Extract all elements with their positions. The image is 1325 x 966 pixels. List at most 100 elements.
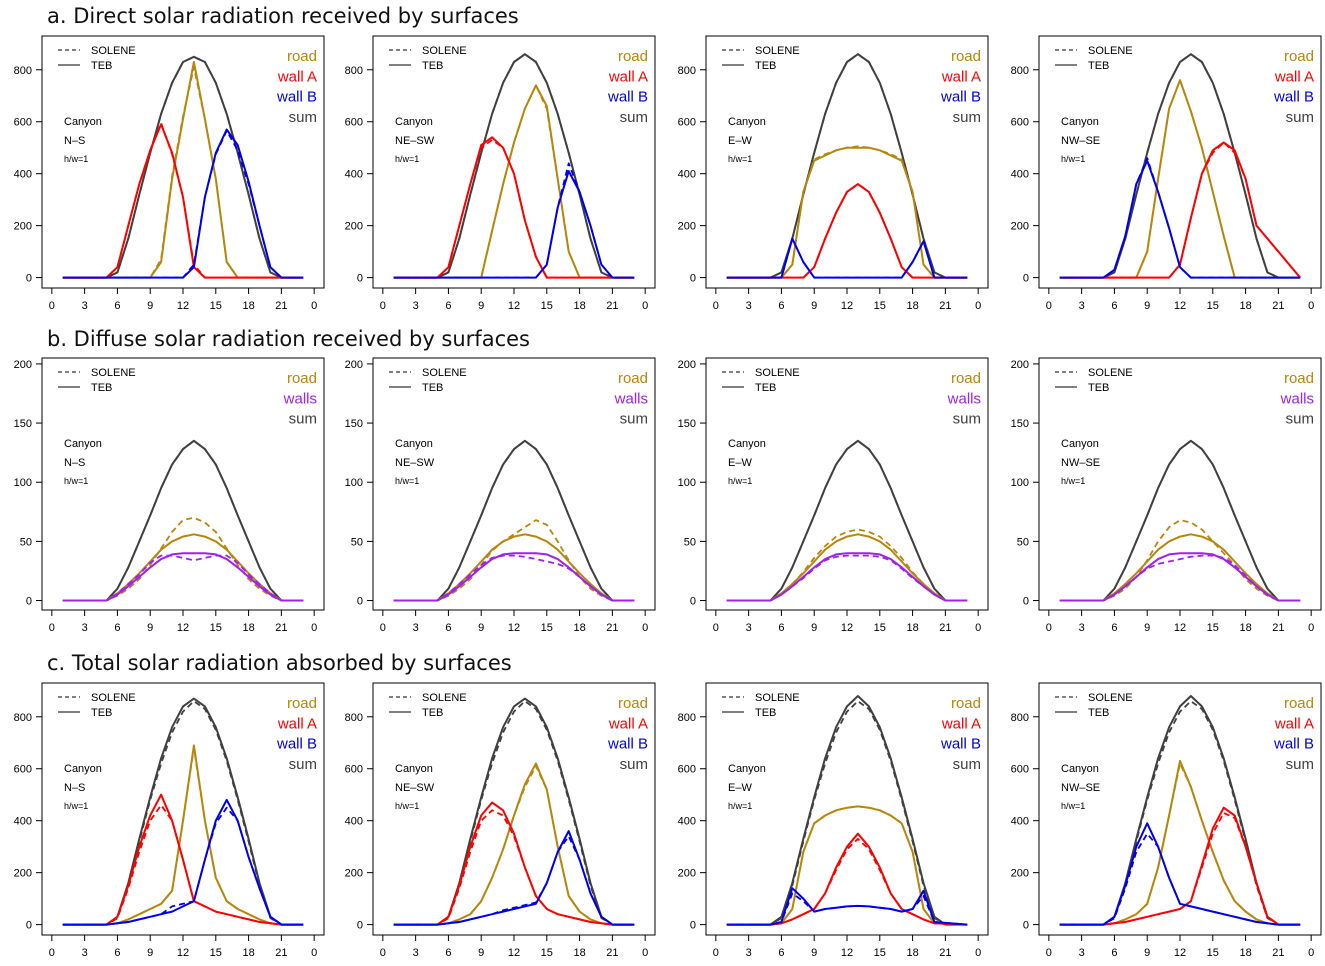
x-tick-label-total-2-7: 21 xyxy=(606,947,618,959)
x-tick-label-direct-3-6: 18 xyxy=(906,300,918,312)
x-tick-label-diffuse-2-5: 15 xyxy=(541,622,553,634)
row-title-total: c. Total solar radiation absorbed by sur… xyxy=(47,651,512,675)
series-sum-solene-direct-3 xyxy=(726,53,968,279)
legend-road-direct-1: road xyxy=(287,48,317,65)
legend-wall-a-direct-4: wall A xyxy=(1274,68,1314,85)
x-tick-label-direct-4-7: 21 xyxy=(1272,300,1284,312)
x-tick-label-total-3-5: 15 xyxy=(874,947,886,959)
orientation-label-total-1: N–S xyxy=(64,782,85,794)
y-tick-label-total-4-4: 800 xyxy=(1011,712,1029,724)
x-tick-label-diffuse-2-2: 6 xyxy=(445,622,451,634)
series-road-teb-diffuse-3 xyxy=(726,533,968,602)
x-tick-label-diffuse-3-1: 3 xyxy=(746,622,752,634)
legend-wall-b-direct-2: wall B xyxy=(607,89,648,106)
y-tick-label-total-1-0: 0 xyxy=(26,920,32,932)
x-tick-label-diffuse-4-3: 9 xyxy=(1144,622,1150,634)
x-tick-label-total-3-2: 6 xyxy=(778,947,784,959)
legend-road-total-4: road xyxy=(1284,695,1314,712)
x-tick-label-diffuse-2-8: 0 xyxy=(642,622,648,634)
x-tick-label-total-1-1: 3 xyxy=(82,947,88,959)
series-wall-b-teb-direct-2 xyxy=(393,170,635,279)
y-tick-label-direct-2-2: 400 xyxy=(345,169,363,181)
x-tick-label-diffuse-1-1: 3 xyxy=(82,622,88,634)
x-tick-label-total-1-4: 12 xyxy=(177,947,189,959)
x-tick-label-direct-4-5: 15 xyxy=(1207,300,1219,312)
series-road-solene-direct-1 xyxy=(62,66,304,279)
x-tick-label-direct-1-8: 0 xyxy=(311,300,317,312)
orientation-label-direct-1: N–S xyxy=(64,135,85,147)
x-tick-label-diffuse-2-0: 0 xyxy=(380,622,386,634)
y-tick-label-total-4-2: 400 xyxy=(1011,816,1029,828)
y-tick-label-diffuse-4-3: 150 xyxy=(1011,418,1029,430)
legend-solene-total-1: SOLENE xyxy=(91,692,136,704)
y-tick-label-direct-3-4: 800 xyxy=(678,65,696,77)
legend-solene-total-4: SOLENE xyxy=(1088,692,1133,704)
legend-solene-diffuse-2: SOLENE xyxy=(422,367,467,379)
x-tick-label-direct-2-2: 6 xyxy=(445,300,451,312)
y-tick-label-diffuse-2-0: 0 xyxy=(357,596,363,608)
x-tick-label-diffuse-1-6: 18 xyxy=(242,622,254,634)
x-tick-label-total-2-0: 0 xyxy=(380,947,386,959)
y-tick-label-total-2-1: 200 xyxy=(345,868,363,880)
x-tick-label-diffuse-4-7: 21 xyxy=(1272,622,1284,634)
legend-sum-total-2: sum xyxy=(620,756,648,773)
y-tick-label-total-1-1: 200 xyxy=(14,868,32,880)
canyon-label-diffuse-1: Canyon xyxy=(64,438,102,450)
x-tick-label-diffuse-1-3: 9 xyxy=(147,622,153,634)
legend-solene-direct-4: SOLENE xyxy=(1088,45,1133,57)
legend-wall-b-total-4: wall B xyxy=(1273,736,1314,753)
x-tick-label-total-4-5: 15 xyxy=(1207,947,1219,959)
x-tick-label-total-3-3: 9 xyxy=(811,947,817,959)
x-tick-label-direct-2-8: 0 xyxy=(642,300,648,312)
y-tick-label-direct-3-2: 400 xyxy=(678,169,696,181)
legend-sum-diffuse-2: sum xyxy=(620,411,648,428)
y-tick-label-diffuse-2-4: 200 xyxy=(345,359,363,371)
series-sum-teb-direct-2 xyxy=(393,53,635,279)
x-tick-label-direct-1-4: 12 xyxy=(177,300,189,312)
x-tick-label-direct-3-1: 3 xyxy=(746,300,752,312)
x-tick-label-direct-4-2: 6 xyxy=(1111,300,1117,312)
x-tick-label-total-3-7: 21 xyxy=(939,947,951,959)
x-tick-label-diffuse-2-1: 3 xyxy=(413,622,419,634)
x-tick-label-direct-2-3: 9 xyxy=(478,300,484,312)
x-tick-label-total-4-8: 0 xyxy=(1308,947,1314,959)
canyon-label-direct-3: Canyon xyxy=(728,116,766,128)
y-tick-label-total-4-1: 200 xyxy=(1011,868,1029,880)
y-tick-label-diffuse-3-3: 150 xyxy=(678,418,696,430)
legend-solene-direct-2: SOLENE xyxy=(422,45,467,57)
x-tick-label-total-2-5: 15 xyxy=(541,947,553,959)
y-tick-label-direct-3-3: 600 xyxy=(678,117,696,129)
x-tick-label-total-1-7: 21 xyxy=(275,947,287,959)
x-tick-label-direct-2-5: 15 xyxy=(541,300,553,312)
y-tick-label-total-1-2: 400 xyxy=(14,816,32,828)
x-tick-label-total-1-0: 0 xyxy=(49,947,55,959)
legend-solene-diffuse-3: SOLENE xyxy=(755,367,800,379)
row-title-direct: a. Direct solar radiation received by su… xyxy=(47,4,519,28)
canyon-label-total-3: Canyon xyxy=(728,763,766,775)
x-tick-label-diffuse-2-3: 9 xyxy=(478,622,484,634)
legend-road-direct-4: road xyxy=(1284,48,1314,65)
x-tick-label-direct-3-0: 0 xyxy=(713,300,719,312)
x-tick-label-diffuse-1-7: 21 xyxy=(275,622,287,634)
series-sum-solene-direct-4 xyxy=(1059,53,1301,279)
y-tick-label-total-4-0: 0 xyxy=(1023,920,1029,932)
y-tick-label-direct-4-3: 600 xyxy=(1011,117,1029,129)
hw-label-diffuse-4: h/w=1 xyxy=(1061,476,1085,486)
series-wall-b-teb-total-2 xyxy=(393,830,635,926)
hw-label-direct-2: h/w=1 xyxy=(395,154,419,164)
canyon-label-total-2: Canyon xyxy=(395,763,433,775)
legend-sum-total-3: sum xyxy=(953,756,981,773)
series-wall-a-teb-direct-2 xyxy=(393,136,635,279)
orientation-label-direct-4: NW–SE xyxy=(1061,135,1100,147)
legend-wall-b-total-3: wall B xyxy=(940,736,981,753)
y-tick-label-total-2-2: 400 xyxy=(345,816,363,828)
series-wall-a-teb-direct-4 xyxy=(1059,141,1301,279)
x-tick-label-diffuse-3-2: 6 xyxy=(778,622,784,634)
x-tick-label-diffuse-3-0: 0 xyxy=(713,622,719,634)
x-tick-label-diffuse-3-4: 12 xyxy=(841,622,853,634)
x-tick-label-diffuse-4-1: 3 xyxy=(1079,622,1085,634)
orientation-label-direct-2: NE–SW xyxy=(395,135,435,147)
y-tick-label-direct-1-2: 400 xyxy=(14,169,32,181)
x-tick-label-direct-1-7: 21 xyxy=(275,300,287,312)
